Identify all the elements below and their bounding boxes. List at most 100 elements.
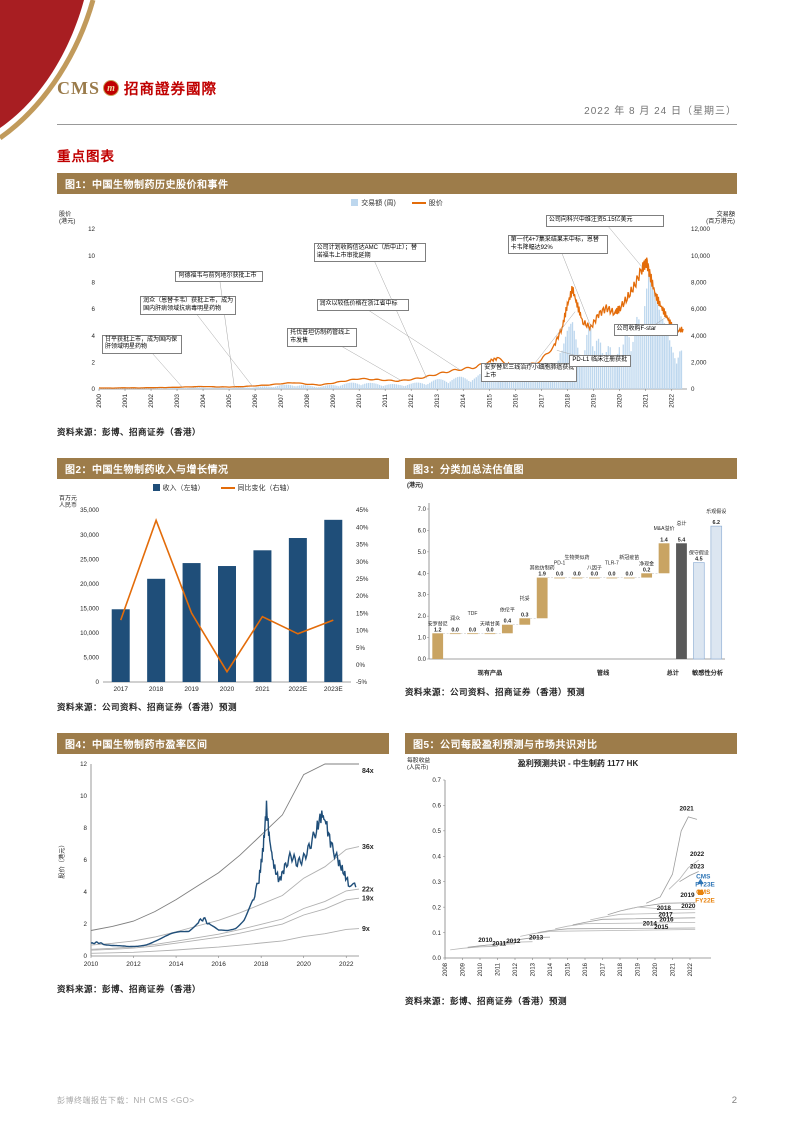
figure-3-panel: 图3：分类加总法估值图 0.0 1.0 2.0 3.0 4.0 5.0 6.0 7.0 1.2 安… bbox=[405, 458, 737, 713]
svg-text:0.4: 0.4 bbox=[432, 853, 441, 860]
svg-text:6: 6 bbox=[92, 306, 96, 313]
svg-text:2018: 2018 bbox=[254, 961, 269, 968]
svg-text:20,000: 20,000 bbox=[80, 581, 99, 588]
svg-text:净现金: 净现金 bbox=[639, 560, 654, 567]
svg-text:CMS: CMS bbox=[696, 874, 711, 881]
svg-text:0.1: 0.1 bbox=[432, 930, 441, 937]
svg-text:6,000: 6,000 bbox=[691, 306, 707, 313]
svg-text:5%: 5% bbox=[356, 645, 365, 652]
figure-5-chart: 盈利预测共识 - 中生制药 1177 HK 每股收益 (人民币) 0.0 0.1 0.2 0… bbox=[405, 754, 737, 992]
revenue-swatch-icon bbox=[152, 484, 160, 491]
svg-text:2016: 2016 bbox=[659, 917, 674, 924]
svg-text:2014: 2014 bbox=[460, 393, 467, 407]
svg-text:0.0: 0.0 bbox=[556, 572, 564, 578]
svg-text:2,000: 2,000 bbox=[691, 360, 707, 367]
svg-text:保守假设: 保守假设 bbox=[689, 550, 709, 557]
price-legend-label: 股价 bbox=[428, 199, 443, 207]
svg-text:2018: 2018 bbox=[149, 686, 164, 693]
section-title: 重点图表 bbox=[57, 149, 115, 164]
svg-text:1.0: 1.0 bbox=[418, 636, 427, 642]
figure-1-source: 资料来源：彭博、招商证券（香港） bbox=[57, 427, 202, 437]
svg-text:敏感性分析: 敏感性分析 bbox=[691, 669, 724, 677]
svg-text:2004: 2004 bbox=[200, 393, 207, 407]
svg-text:2010: 2010 bbox=[356, 393, 363, 407]
svg-text:天晴甘美: 天晴甘美 bbox=[480, 620, 500, 627]
svg-text:2017: 2017 bbox=[113, 686, 128, 693]
svg-text:TDF: TDF bbox=[468, 611, 478, 617]
svg-text:盈利预测共识 - 中生制药 1177 HK: 盈利预测共识 - 中生制药 1177 HK bbox=[517, 758, 639, 768]
svg-text:2.0: 2.0 bbox=[418, 614, 427, 620]
figure-1-title: 图1：中国生物制药历史股价和事件 bbox=[57, 173, 737, 194]
svg-text:0.0: 0.0 bbox=[625, 572, 633, 578]
svg-text:FY22E: FY22E bbox=[695, 897, 715, 904]
svg-text:生物类似药: 生物类似药 bbox=[564, 554, 589, 561]
page-footer: 彭博终端报告下载：NH CMS <GO> 2 bbox=[57, 1095, 737, 1106]
svg-text:2020: 2020 bbox=[296, 961, 311, 968]
figure-3-source: 资料来源：公司资料、招商证券（香港）预测 bbox=[405, 687, 586, 697]
svg-text:8,000: 8,000 bbox=[691, 280, 707, 287]
svg-text:2013: 2013 bbox=[529, 934, 544, 941]
svg-text:36x: 36x bbox=[362, 844, 374, 851]
svg-text:2000: 2000 bbox=[96, 393, 103, 407]
svg-text:八因子: 八因子 bbox=[587, 565, 602, 572]
svg-text:2014: 2014 bbox=[643, 920, 658, 927]
svg-text:现有产品: 现有产品 bbox=[478, 669, 503, 677]
event-annotation: 托伐普坦仿制药管线上市发售 bbox=[287, 328, 358, 348]
svg-text:45%: 45% bbox=[356, 507, 369, 514]
svg-text:0.6: 0.6 bbox=[432, 803, 441, 810]
svg-text:15,000: 15,000 bbox=[80, 605, 99, 612]
svg-text:5.4: 5.4 bbox=[678, 537, 686, 543]
svg-text:2002: 2002 bbox=[148, 393, 155, 407]
figure-2-legend: 收入（左轴） 同比变化（右轴） bbox=[57, 481, 389, 494]
svg-text:0.4: 0.4 bbox=[504, 619, 512, 625]
svg-text:8: 8 bbox=[84, 825, 88, 832]
svg-text:2019: 2019 bbox=[680, 892, 695, 899]
svg-text:0.3: 0.3 bbox=[521, 612, 529, 618]
figure-5-title: 图5：公司每股盈利预测与市场共识对比 bbox=[405, 733, 737, 754]
svg-text:2008: 2008 bbox=[304, 393, 311, 407]
figure-2-panel: 图2：中国生物制药收入与增长情况 收入（左轴） 同比变化（右轴） 0 5,000 1… bbox=[57, 458, 389, 713]
svg-text:CMS: CMS bbox=[696, 889, 711, 896]
svg-text:6.0: 6.0 bbox=[418, 528, 427, 534]
svg-text:总计: 总计 bbox=[676, 520, 686, 527]
svg-text:PD-1: PD-1 bbox=[554, 560, 566, 566]
svg-text:乐观假设: 乐观假设 bbox=[706, 508, 726, 515]
revenue-legend-item: 收入（左轴） bbox=[152, 483, 205, 493]
svg-text:2012: 2012 bbox=[408, 393, 415, 407]
svg-text:10: 10 bbox=[80, 793, 87, 800]
svg-text:2017: 2017 bbox=[538, 393, 545, 407]
svg-text:2007: 2007 bbox=[278, 393, 285, 407]
svg-text:40%: 40% bbox=[356, 524, 369, 531]
volume-legend-item: 交易額 (周) bbox=[351, 198, 396, 208]
svg-text:0.0: 0.0 bbox=[608, 572, 616, 578]
svg-text:2008: 2008 bbox=[443, 962, 449, 976]
svg-text:4: 4 bbox=[84, 889, 88, 896]
figure-2-chart: 0 5,000 10,000 15,000 20,000 25,000 30,000 35,0… bbox=[57, 494, 389, 698]
svg-text:2022E: 2022E bbox=[288, 686, 307, 693]
figure-5-panel: 图5：公司每股盈利预测与市场共识对比 盈利预测共识 - 中生制药 1177 HK… bbox=[405, 733, 737, 1007]
revenue-legend-label: 收入（左轴） bbox=[162, 484, 205, 492]
svg-text:2021: 2021 bbox=[680, 806, 695, 813]
svg-text:2015: 2015 bbox=[486, 393, 493, 407]
svg-text:0.0: 0.0 bbox=[451, 627, 459, 633]
svg-text:4: 4 bbox=[92, 333, 96, 340]
figure-4-chart: 0 2 4 6 8 10 12 2010 2012 2014 2016 2018 2020 2022 84x… bbox=[57, 754, 389, 980]
yoy-swatch-icon bbox=[220, 486, 235, 489]
svg-text:4.5: 4.5 bbox=[695, 557, 703, 563]
svg-text:0: 0 bbox=[92, 386, 96, 393]
svg-text:2010: 2010 bbox=[478, 937, 493, 944]
svg-text:10,000: 10,000 bbox=[80, 630, 99, 637]
price-legend-item: 股价 bbox=[411, 198, 443, 208]
svg-text:5.0: 5.0 bbox=[418, 550, 427, 556]
svg-text:0: 0 bbox=[84, 953, 88, 960]
svg-text:12: 12 bbox=[80, 761, 87, 768]
svg-text:1.2: 1.2 bbox=[434, 627, 442, 633]
svg-text:25,000: 25,000 bbox=[80, 556, 99, 563]
svg-text:2015: 2015 bbox=[566, 962, 572, 976]
svg-text:润众: 润众 bbox=[450, 615, 460, 622]
svg-text:2005: 2005 bbox=[226, 393, 233, 407]
header-divider bbox=[57, 124, 737, 125]
svg-text:其他仿制药: 其他仿制药 bbox=[530, 565, 555, 572]
svg-text:2003: 2003 bbox=[174, 393, 181, 407]
cms-logo-chinese: 招商證券國際 bbox=[124, 81, 217, 98]
